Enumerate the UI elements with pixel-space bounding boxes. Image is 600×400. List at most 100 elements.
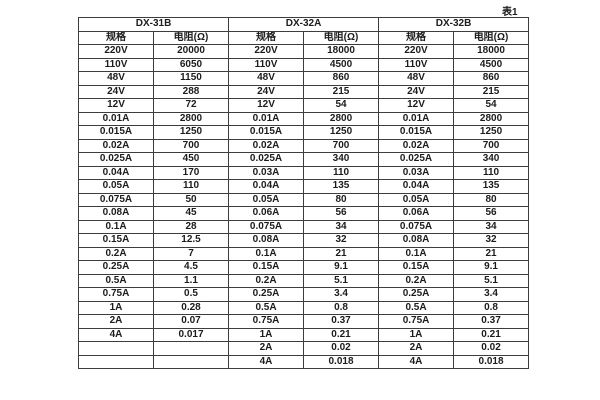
spec-cell: 0.2A <box>378 273 455 288</box>
resistance-cell: 80 <box>303 192 380 207</box>
resistance-cell: 1250 <box>152 125 230 140</box>
spec-cell: 1A <box>78 300 154 315</box>
resistance-cell: 28 <box>152 219 230 234</box>
resistance-cell: 700 <box>453 138 530 153</box>
spec-cell: 0.15A <box>228 260 305 275</box>
spec-cell: 0.03A <box>228 165 305 180</box>
resistance-spec-table: DX-31B DX-32A DX-32B 规格 电阻(Ω) 规格 电阻(Ω) 规… <box>77 17 530 369</box>
spec-cell: 2A <box>228 341 305 356</box>
spec-cell: 1A <box>378 327 455 342</box>
resistance-cell: 9.1 <box>303 260 380 275</box>
spec-cell: 0.015A <box>228 125 305 140</box>
col-header-resistance: 电阻(Ω) <box>453 30 530 45</box>
resistance-cell: 0.21 <box>453 327 530 342</box>
resistance-cell: 0.8 <box>303 300 380 315</box>
spec-cell: 0.015A <box>78 125 154 140</box>
resistance-cell: 215 <box>303 84 380 99</box>
resistance-cell: 4.5 <box>152 260 230 275</box>
column-header-row: 规格 电阻(Ω) 规格 电阻(Ω) 规格 电阻(Ω) <box>78 30 530 45</box>
table-row: 0.04A 170 0.03A 110 0.03A 110 <box>78 165 530 180</box>
spec-cell: 0.05A <box>78 179 154 194</box>
resistance-cell: 3.4 <box>303 287 380 302</box>
resistance-cell: 54 <box>303 98 380 113</box>
spec-cell: 0.04A <box>78 165 154 180</box>
resistance-cell: 0.37 <box>453 314 530 329</box>
resistance-cell: 2800 <box>152 111 230 126</box>
resistance-cell: 54 <box>453 98 530 113</box>
resistance-cell: 450 <box>152 152 230 167</box>
resistance-cell: 0.018 <box>453 354 530 369</box>
resistance-cell: 32 <box>303 233 380 248</box>
spec-cell: 0.06A <box>228 206 305 221</box>
resistance-cell: 21 <box>303 246 380 261</box>
spec-cell: 24V <box>378 84 455 99</box>
resistance-cell: 56 <box>453 206 530 221</box>
spec-cell: 0.05A <box>378 192 455 207</box>
resistance-cell: 4500 <box>453 57 530 72</box>
spec-cell: 0.5A <box>78 273 154 288</box>
resistance-cell: 110 <box>453 165 530 180</box>
resistance-cell <box>152 341 230 356</box>
table-row: 0.02A 700 0.02A 700 0.02A 700 <box>78 138 530 153</box>
spec-cell: 220V <box>78 44 154 59</box>
spec-cell: 0.75A <box>78 287 154 302</box>
spec-cell <box>78 354 154 369</box>
table-row: 1A 0.28 0.5A 0.8 0.5A 0.8 <box>78 300 530 315</box>
spec-cell: 48V <box>78 71 154 86</box>
group-header-dx32a: DX-32A <box>228 17 380 32</box>
table-body: 220V 20000 220V 18000 220V 18000 110V 6050 110V 4… <box>78 44 530 369</box>
resistance-cell: 288 <box>152 84 230 99</box>
spec-cell: 0.25A <box>378 287 455 302</box>
resistance-cell <box>152 354 230 369</box>
spec-cell: 0.075A <box>78 192 154 207</box>
resistance-cell: 1250 <box>303 125 380 140</box>
resistance-cell: 860 <box>453 71 530 86</box>
table-row: 4A 0.017 1A 0.21 1A 0.21 <box>78 327 530 342</box>
table-row: 2A 0.02 2A 0.02 <box>78 341 530 356</box>
spec-cell: 220V <box>228 44 305 59</box>
resistance-cell: 72 <box>152 98 230 113</box>
resistance-cell: 135 <box>453 179 530 194</box>
resistance-cell: 7 <box>152 246 230 261</box>
resistance-cell: 34 <box>303 219 380 234</box>
spec-cell: 0.15A <box>378 260 455 275</box>
spec-cell: 0.75A <box>228 314 305 329</box>
col-header-spec: 规格 <box>78 30 154 45</box>
resistance-cell: 2800 <box>453 111 530 126</box>
resistance-cell: 0.21 <box>303 327 380 342</box>
group-header-dx32b: DX-32B <box>378 17 530 32</box>
spec-cell: 48V <box>228 71 305 86</box>
spec-cell: 110V <box>228 57 305 72</box>
table-row: 0.05A 110 0.04A 135 0.04A 135 <box>78 179 530 194</box>
table-row: 48V 1150 48V 860 48V 860 <box>78 71 530 86</box>
resistance-cell: 9.1 <box>453 260 530 275</box>
resistance-cell: 4500 <box>303 57 380 72</box>
resistance-cell: 0.02 <box>303 341 380 356</box>
spec-cell: 0.04A <box>228 179 305 194</box>
group-header-dx31b: DX-31B <box>77 17 230 32</box>
spec-cell: 0.01A <box>378 111 455 126</box>
resistance-cell: 0.018 <box>303 354 380 369</box>
spec-cell: 0.75A <box>378 314 455 329</box>
resistance-cell: 170 <box>152 165 230 180</box>
spec-cell: 0.1A <box>378 246 455 261</box>
resistance-cell: 0.07 <box>152 314 230 329</box>
spec-cell: 0.03A <box>378 165 455 180</box>
resistance-cell: 3.4 <box>453 287 530 302</box>
resistance-cell: 12.5 <box>152 233 230 248</box>
table-row: 4A 0.018 4A 0.018 <box>78 354 530 369</box>
spec-cell: 0.025A <box>378 152 455 167</box>
spec-cell: 0.02A <box>378 138 455 153</box>
resistance-cell: 32 <box>453 233 530 248</box>
spec-cell: 0.1A <box>228 246 305 261</box>
spec-cell: 4A <box>228 354 305 369</box>
spec-cell: 0.075A <box>228 219 305 234</box>
resistance-cell: 1250 <box>453 125 530 140</box>
resistance-cell: 21 <box>453 246 530 261</box>
spec-cell: 0.02A <box>228 138 305 153</box>
spec-cell: 0.06A <box>378 206 455 221</box>
spec-cell: 220V <box>378 44 455 59</box>
group-header-row: DX-31B DX-32A DX-32B <box>77 17 530 32</box>
table-row: 0.08A 45 0.06A 56 0.06A 56 <box>78 206 530 221</box>
table-row: 0.1A 28 0.075A 34 0.075A 34 <box>78 219 530 234</box>
